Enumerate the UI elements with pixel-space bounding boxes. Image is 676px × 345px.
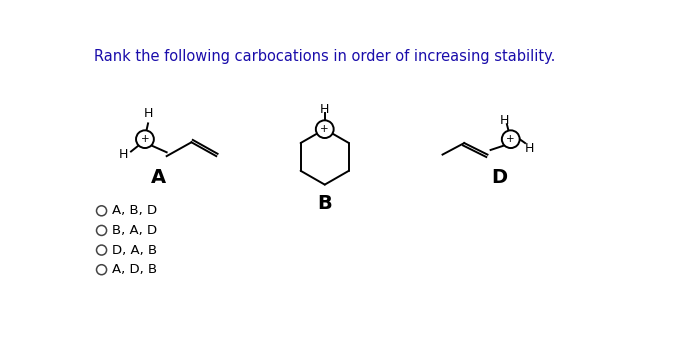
Text: B, A, D: B, A, D (112, 224, 158, 237)
Text: H: H (320, 103, 329, 116)
Text: +: + (320, 124, 329, 134)
Circle shape (316, 120, 334, 138)
Circle shape (502, 130, 520, 148)
Text: H: H (525, 142, 535, 155)
Text: H: H (500, 114, 509, 127)
Text: A, D, B: A, D, B (112, 263, 158, 276)
Text: A: A (151, 168, 166, 187)
Text: D, A, B: D, A, B (112, 244, 158, 257)
Text: H: H (143, 107, 153, 120)
Text: D: D (491, 168, 507, 187)
Text: +: + (506, 134, 515, 144)
Text: Rank the following carbocations in order of increasing stability.: Rank the following carbocations in order… (94, 49, 555, 64)
Text: B: B (317, 194, 332, 213)
Text: A, B, D: A, B, D (112, 204, 158, 217)
Text: H: H (118, 148, 128, 161)
Circle shape (136, 130, 154, 148)
Text: +: + (141, 134, 149, 144)
